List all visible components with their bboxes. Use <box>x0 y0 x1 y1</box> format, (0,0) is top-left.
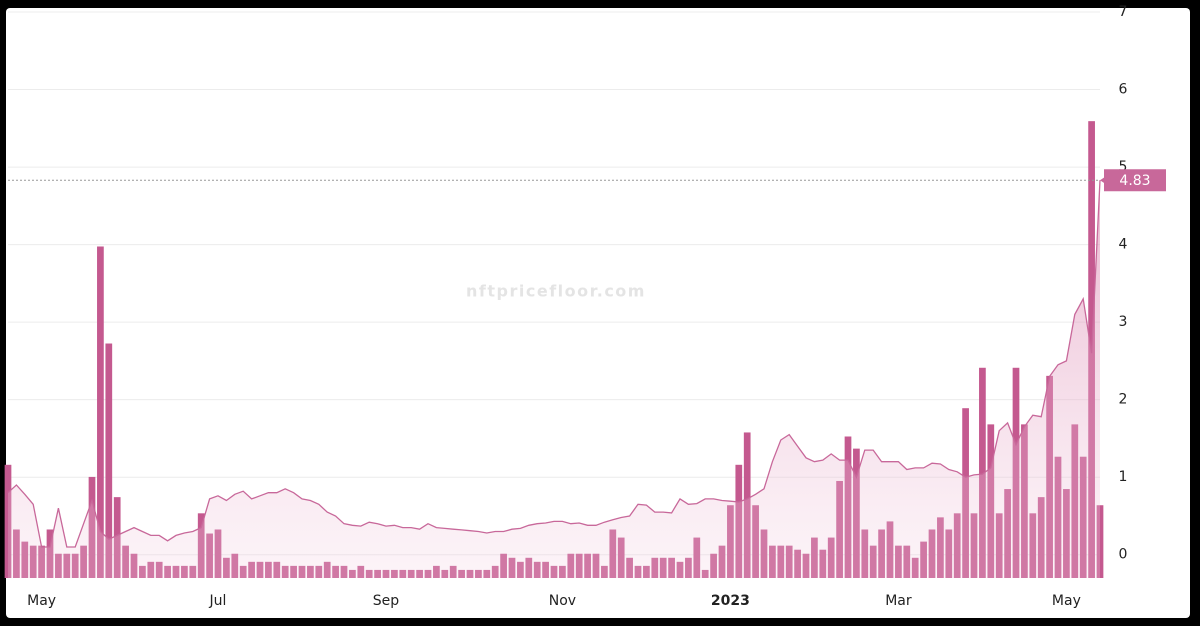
last-value-label: 4.83 <box>1119 173 1150 189</box>
last-value-pointer <box>1100 176 1106 185</box>
y-tick-label: 5 <box>1119 159 1128 175</box>
x-tick-label: Mar <box>885 593 912 609</box>
y-tick-label: 7 <box>1119 4 1128 20</box>
volume-bar <box>105 343 113 578</box>
volume-bar <box>97 246 104 578</box>
x-tick-label: Jul <box>209 593 227 609</box>
y-tick-label: 0 <box>1119 547 1128 563</box>
y-tick-label: 4 <box>1119 237 1128 253</box>
y-tick-label: 6 <box>1119 82 1128 98</box>
price-line <box>7 180 1101 548</box>
y-tick-label: 2 <box>1119 392 1128 408</box>
x-tick-label: May <box>27 593 56 609</box>
y-tick-label: 1 <box>1119 469 1128 485</box>
x-tick-label: 2023 <box>711 593 750 609</box>
x-tick-label: Nov <box>549 593 576 609</box>
y-tick-label: 3 <box>1119 314 1128 330</box>
x-tick-label: Sep <box>373 593 400 609</box>
watermark: nftpricefloor.com <box>466 282 646 301</box>
volume-bar <box>979 367 986 578</box>
x-tick-label: May <box>1052 593 1081 609</box>
price-area <box>8 180 1100 578</box>
last-value-box <box>1104 169 1166 192</box>
